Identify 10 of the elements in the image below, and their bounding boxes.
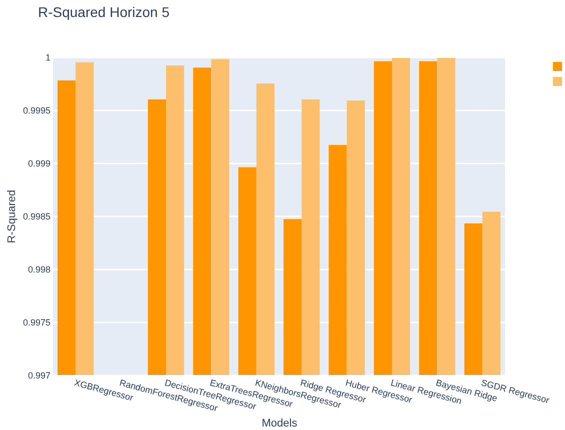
y-tick-label: 0.9995: [22, 106, 50, 116]
y-tick-label: 1: [45, 52, 50, 62]
chart-title: R-Squared Horizon 5: [38, 4, 170, 20]
y-axis-title: R-Squared: [6, 190, 18, 244]
x-axis-title: Models: [262, 417, 298, 430]
y-tick-label: 0.997: [28, 370, 50, 380]
y-tick-label: 0.999: [28, 158, 50, 168]
y-tick-label: 0.998: [28, 264, 50, 274]
y-tick-label: 0.9985: [22, 212, 50, 222]
y-tick-label: 0.9975: [22, 318, 50, 328]
